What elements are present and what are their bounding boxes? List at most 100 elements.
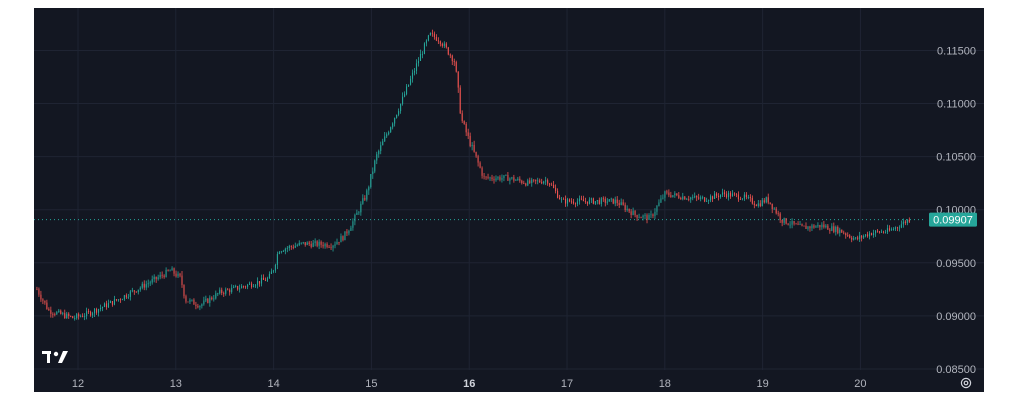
candle-body [400, 103, 402, 112]
candle-body [477, 156, 479, 163]
candle-body [254, 285, 257, 287]
candle-body [654, 211, 656, 216]
candle-body [427, 35, 429, 41]
candle-body [642, 215, 644, 218]
candle-body [721, 192, 724, 195]
candle-body [60, 310, 62, 314]
candle-body [187, 301, 189, 303]
candle-body [759, 203, 761, 206]
candle-body [274, 264, 276, 271]
candle-body [378, 150, 380, 155]
candle-body [366, 190, 368, 200]
candle-body [708, 200, 710, 202]
candle-body [491, 177, 493, 180]
candle-body [827, 225, 829, 230]
candle-body [847, 235, 849, 236]
candle-body [286, 247, 288, 249]
candle-body [656, 206, 658, 212]
candle-body [849, 235, 851, 238]
candle-body [638, 217, 640, 219]
candle-body [626, 208, 628, 210]
candle-body [310, 243, 312, 247]
candle-body [547, 180, 549, 184]
candle-body [203, 300, 205, 305]
gear-icon[interactable] [960, 377, 972, 389]
candle-body [676, 193, 678, 196]
candle-body [407, 84, 410, 87]
candle-body [568, 199, 571, 202]
candle-body [719, 194, 722, 197]
candle-body [831, 226, 833, 231]
candle-body [561, 198, 563, 200]
candlestick-chart[interactable]: 0.085000.090000.095000.100000.105000.110… [34, 8, 984, 392]
candle-body [863, 235, 865, 238]
candle-body [419, 53, 422, 61]
candle-body [163, 275, 165, 277]
candle-body [702, 197, 704, 199]
candle-body [376, 154, 378, 161]
candle-body [125, 295, 127, 298]
candle-body [869, 233, 871, 237]
candle-body [52, 313, 54, 315]
candle-body [362, 198, 364, 204]
candle-body [632, 210, 634, 216]
time-tick-label: 12 [72, 378, 84, 390]
candle-body [467, 132, 469, 136]
candle-body [525, 183, 527, 186]
candle-body [805, 225, 807, 229]
candle-body [652, 214, 654, 216]
candle-body [729, 192, 732, 197]
candle-body [541, 182, 543, 184]
candle-body [537, 180, 539, 182]
candle-body [704, 197, 706, 202]
candle-body [280, 251, 282, 253]
candle-body [429, 32, 431, 36]
candle-body [266, 278, 269, 281]
candle-body [76, 314, 78, 319]
candle-body [471, 144, 473, 146]
chart-panel[interactable]: 0.08500 0.09000 0.09500 0.10000 0.10500 0.110… [34, 8, 984, 392]
candle-body [352, 221, 354, 228]
candle-body [137, 289, 139, 293]
price-axis[interactable]: 0.085000.090000.095000.100000.105000.110… [936, 45, 976, 375]
candle-body [153, 276, 155, 280]
candle-body [765, 197, 767, 203]
candle-body [96, 309, 98, 313]
candle-body [829, 229, 831, 231]
candle-body [324, 243, 326, 247]
candle-body [161, 274, 163, 276]
candle-body [151, 279, 153, 283]
candle-body [727, 192, 730, 198]
candle-body [443, 43, 445, 46]
candle-body [167, 269, 169, 271]
candle-body [406, 86, 408, 95]
candle-body [566, 199, 569, 204]
candle-body [739, 199, 741, 200]
candle-body [217, 293, 219, 295]
candle-body [117, 299, 119, 301]
candle-body [290, 246, 292, 247]
candle-body [696, 196, 698, 198]
candle-body [557, 190, 559, 198]
candle-body [559, 197, 561, 200]
candle-body [119, 299, 121, 301]
candle-body [455, 62, 457, 72]
candle-body [58, 310, 60, 312]
candle-body [775, 208, 777, 214]
candle-body [845, 233, 847, 236]
time-axis[interactable]: 12 13 14 15 16 17 18 19 20 [72, 378, 867, 390]
last-price-badge: 0.09907 [929, 212, 977, 227]
candle-body [62, 313, 64, 314]
candle-body [56, 311, 58, 315]
candle-body [781, 219, 783, 223]
candle-body [370, 174, 372, 188]
candle-body [650, 214, 652, 216]
candle-body [795, 223, 797, 225]
time-tick-label: 17 [561, 378, 573, 390]
candle-body [755, 205, 757, 207]
candle-body [340, 236, 342, 243]
candle-body [239, 288, 241, 290]
candle-body [761, 200, 763, 206]
candle-body [714, 193, 716, 199]
tradingview-logo-icon [42, 351, 68, 363]
